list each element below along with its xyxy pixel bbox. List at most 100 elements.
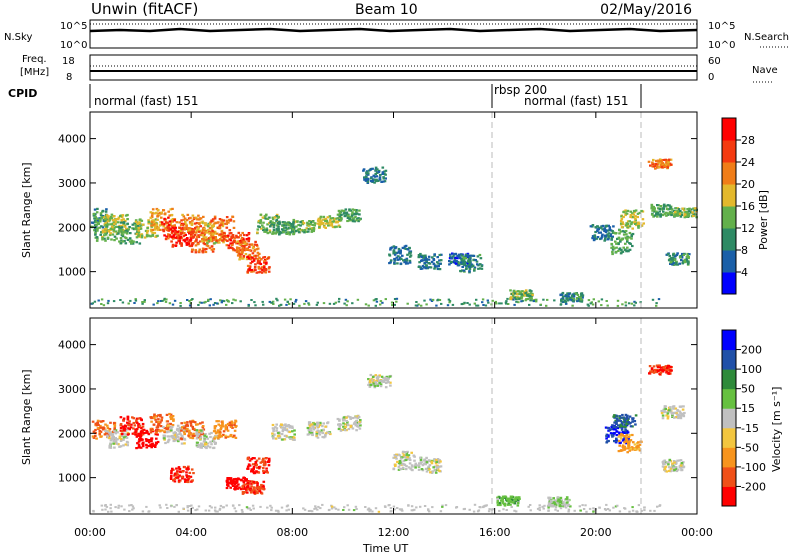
velocity-cell [627, 441, 631, 444]
velocity-cell [683, 411, 686, 415]
velocity-cell [153, 417, 156, 420]
velocity-cell [371, 384, 375, 387]
power-cell [247, 233, 251, 236]
power-cell [675, 210, 679, 213]
power-cell [107, 215, 110, 218]
velocity-cell [434, 460, 437, 463]
velocity-cell [129, 426, 133, 429]
velocity-cell [290, 436, 293, 439]
velocity-cell [558, 501, 562, 504]
velocity-cell [402, 459, 406, 462]
power-cell [631, 227, 634, 230]
power-cell [283, 222, 286, 225]
velocity-cell [231, 426, 234, 429]
power-cell [249, 262, 253, 265]
velocity-ground-cell [117, 506, 120, 509]
power-cell [232, 226, 236, 229]
power-ground-cell [173, 299, 177, 302]
power-cell [373, 175, 377, 178]
power-cell [171, 220, 175, 223]
velocity-cell [137, 443, 141, 446]
power-cell [255, 271, 259, 274]
power-cell [243, 249, 246, 252]
velocity-cell [380, 379, 383, 382]
power-cell [275, 213, 279, 216]
velocity-cell [110, 437, 114, 441]
velocity-ground-cell [186, 509, 190, 512]
velocity-cell [186, 430, 189, 433]
velocity-cell [224, 434, 227, 437]
velocity-cell [676, 413, 679, 416]
power-cell [193, 228, 197, 231]
velocity-cell [260, 483, 263, 487]
power-cell [338, 215, 341, 218]
power-ground-cell [395, 300, 398, 303]
velocity-ground-cell [538, 509, 541, 512]
power-colorbar-swatch [722, 250, 736, 273]
velocity-cell [141, 422, 145, 426]
velocity-ground-cell [393, 508, 396, 511]
velocity-cell [180, 422, 183, 425]
velocity-cell [99, 426, 102, 429]
power-cell [666, 164, 670, 167]
power-cell [524, 292, 527, 295]
power-cell [305, 230, 308, 233]
power-ground-cell [156, 302, 159, 305]
velocity-ground-cell [367, 507, 371, 510]
power-cell [125, 232, 129, 235]
velocity-cell [316, 424, 319, 427]
power-cell [650, 213, 654, 216]
velocity-cell [321, 425, 324, 428]
power-cell [589, 225, 593, 228]
velocity-cell [620, 428, 624, 431]
power-ground-cell [406, 302, 409, 305]
power-cell [630, 221, 634, 224]
power-ground-cell [532, 300, 535, 303]
power-ground-cell [561, 298, 564, 301]
velocity-cell [376, 384, 379, 387]
velocity-cell [265, 467, 268, 470]
velocity-cell [404, 451, 407, 454]
power-cell [264, 271, 267, 274]
power-cell [611, 248, 615, 251]
power-cell [566, 293, 569, 296]
power-cell [569, 298, 572, 301]
power-cell [266, 223, 269, 226]
velocity-cell [676, 459, 679, 462]
power-cell [305, 227, 309, 230]
power-cell [408, 261, 412, 264]
velocity-cell [243, 486, 246, 489]
velocity-cell [108, 428, 112, 431]
power-cell [614, 251, 618, 254]
power-colorbar-tick-label: 20 [741, 178, 755, 191]
power-cell [200, 231, 204, 234]
power-ground-cell [119, 299, 122, 301]
power-cell [174, 232, 177, 235]
velocity-cell [165, 431, 169, 434]
power-cell [253, 243, 257, 246]
velocity-cell [115, 442, 119, 445]
power-ground-cell [546, 298, 549, 301]
power-cell [135, 241, 138, 244]
velocity-cell [342, 416, 346, 419]
velocity-cell [262, 485, 265, 488]
velocity-cell [620, 422, 624, 425]
power-cell [92, 214, 96, 217]
velocity-cell [431, 470, 435, 473]
power-ground-cell [247, 304, 250, 307]
velocity-cell [191, 434, 195, 437]
power-cell [456, 261, 460, 264]
velocity-cell [614, 428, 617, 431]
power-cell [195, 235, 199, 238]
power-cell [185, 243, 189, 246]
freq-panel: Freq. [MHz] 18 8 60 0 Nave [20, 54, 778, 83]
velocity-cell [615, 422, 618, 426]
power-cell [685, 256, 689, 259]
power-cell [162, 209, 165, 212]
power-cell [222, 219, 226, 222]
velocity-ground-cell [588, 507, 592, 510]
velocity-cell [414, 462, 418, 465]
power-cell [353, 208, 356, 212]
power-cell [111, 219, 115, 222]
power-cell [212, 248, 216, 251]
